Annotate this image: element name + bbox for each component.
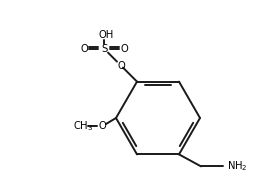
Text: O: O [117,61,125,71]
Text: S: S [101,44,107,54]
Text: O: O [120,44,128,54]
Text: O: O [80,44,88,54]
Text: OH: OH [98,30,114,40]
Text: CH$_3$: CH$_3$ [73,119,93,133]
Text: NH$_2$: NH$_2$ [227,159,248,173]
Text: O: O [98,121,106,131]
